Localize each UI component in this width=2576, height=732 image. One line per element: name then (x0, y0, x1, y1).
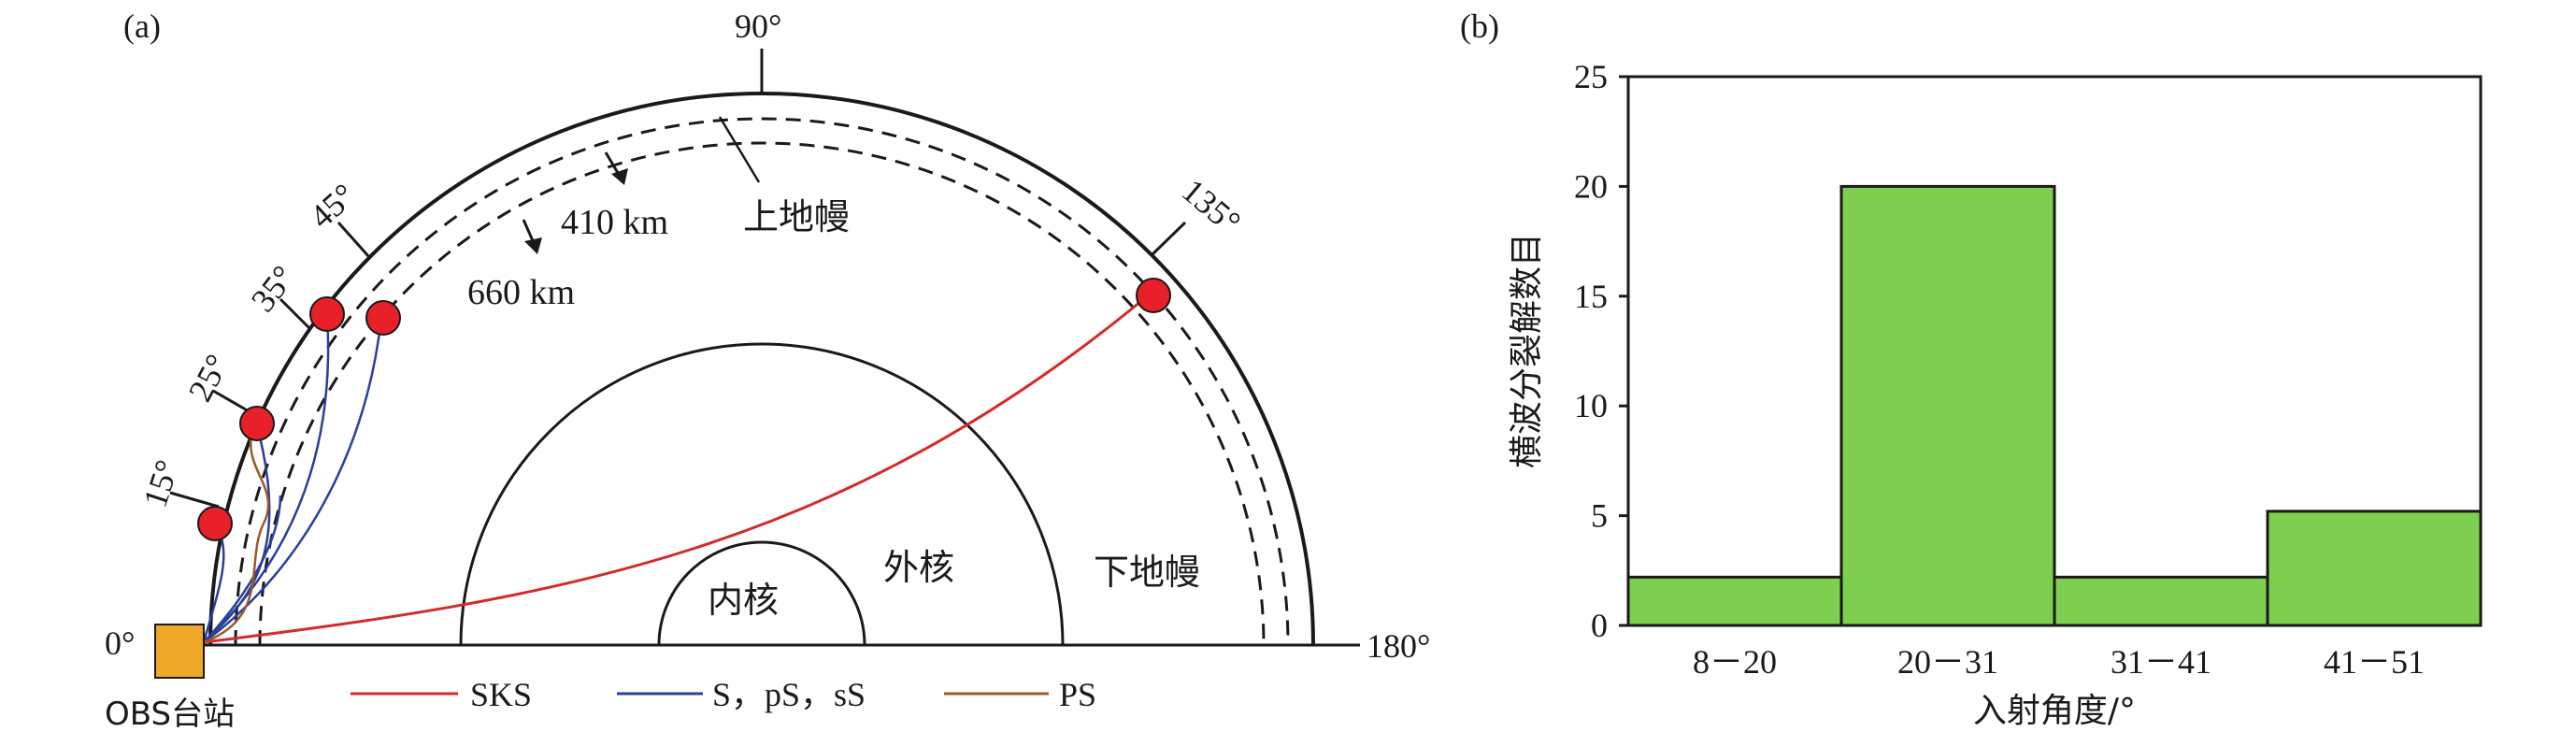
ray-sks (203, 291, 1152, 644)
obs-station-marker (154, 624, 205, 679)
arrow-410-icon (604, 151, 628, 185)
panel-b-label: (b) (1460, 7, 1499, 45)
x-tick-label: 8－20 (1693, 643, 1777, 681)
y-tick-label: 5 (1591, 497, 1608, 535)
y-tick-label: 0 (1591, 607, 1608, 644)
ray-s-35b (203, 317, 383, 644)
angle-label-90: 90° (735, 7, 781, 45)
label-410km: 410 km (561, 203, 668, 242)
legend: SKS S，pS，sS PS (351, 676, 1096, 713)
ray-s-35a (203, 315, 330, 643)
y-tick-label: 20 (1574, 167, 1608, 205)
plot-frame (1626, 75, 2483, 627)
angle-label-45: 45° (303, 176, 363, 235)
event-marker-35b (365, 300, 401, 336)
y-tick-label: 15 (1574, 278, 1608, 315)
bar-2 (1839, 184, 2056, 627)
obs-station-label: OBS台站 (105, 696, 235, 732)
angle-label-180: 180° (1367, 627, 1430, 665)
angle-label-0: 0° (105, 624, 135, 662)
label-inner-core: 内核 (708, 580, 779, 621)
y-tick-label: 25 (1574, 58, 1608, 95)
angle-label-15: 15° (136, 455, 187, 511)
tick-45 (336, 222, 371, 258)
ray-ps-25 (203, 424, 270, 644)
legend-label-s: S，pS，sS (712, 676, 866, 713)
x-tick-label: 20－31 (1897, 643, 1998, 681)
y-axis: 0 5 10 15 20 25 (1574, 58, 1628, 644)
arrow-660-icon (522, 219, 542, 254)
bar-1 (1626, 575, 1843, 627)
bar-3 (2053, 575, 2269, 627)
event-marker-135 (1136, 278, 1171, 313)
legend-label-ps: PS (1059, 676, 1096, 713)
angle-label-135: 135° (1175, 171, 1248, 241)
tick-135 (1150, 221, 1187, 257)
event-marker-15 (197, 506, 233, 541)
event-marker-35a (309, 296, 345, 332)
y-tick-label: 10 (1574, 387, 1608, 424)
panel-b-bar-chart: (b) 0 5 10 15 20 25 8－20 20－31 31－41 41－51 入射角度/… (1460, 7, 2483, 730)
discontinuity-410 (234, 117, 1290, 646)
label-upper-mantle: 上地幔 (743, 196, 850, 237)
label-lower-mantle: 下地幔 (1094, 552, 1200, 593)
x-tick-label: 31－41 (2111, 643, 2211, 681)
tick-35 (279, 297, 312, 331)
bars (1626, 184, 2483, 627)
angle-label-35: 35° (244, 259, 303, 319)
upper-mantle-leader (718, 116, 761, 183)
panel-a-label: (a) (123, 7, 161, 45)
bar-4 (2266, 510, 2483, 627)
inner-core-boundary (657, 540, 866, 646)
core-mantle-boundary (459, 342, 1065, 646)
y-axis-label: 横波分裂解数目 (1508, 233, 1546, 468)
legend-label-sks: SKS (470, 676, 532, 713)
panel-a-earth-cross-section: (a) 0° 15° 25° 35° 45° 90° 135° 180° (105, 7, 1430, 732)
tick-25 (212, 389, 251, 414)
ray-s-25a (203, 495, 282, 643)
label-660km: 660 km (467, 273, 575, 312)
x-axis: 8－20 20－31 31－41 41－51 (1693, 643, 2425, 681)
x-axis-label: 入射角度/° (1973, 692, 2136, 730)
label-outer-core: 外核 (883, 547, 954, 588)
x-tick-label: 41－51 (2324, 643, 2425, 681)
discontinuity-660 (258, 141, 1266, 646)
tick-15 (169, 491, 220, 509)
event-marker-25 (239, 406, 275, 441)
